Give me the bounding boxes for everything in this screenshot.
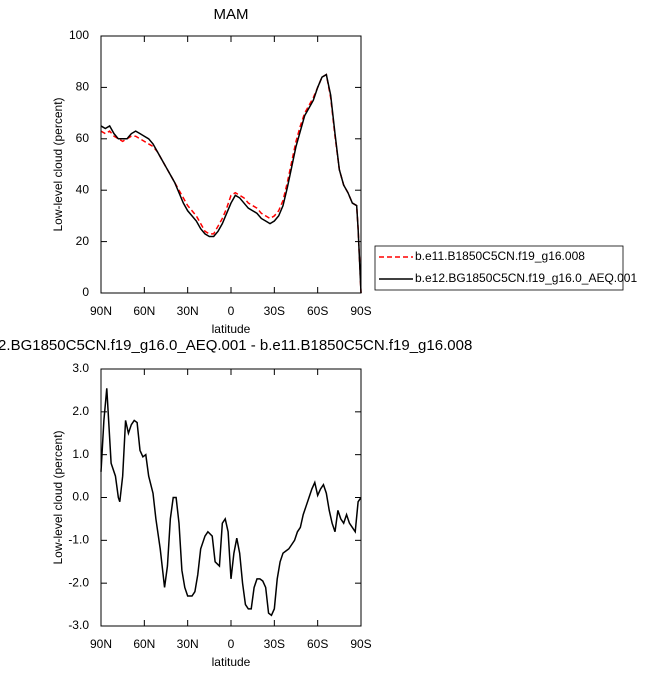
data-line [100, 73, 362, 294]
legend-label: b.e12.BG1850C5CN.f19_g16.0_AEQ.001 [415, 271, 637, 285]
x-axis-label: latitude [212, 655, 251, 669]
x-tick-label: 60S [307, 304, 328, 318]
y-tick-label: -3.0 [68, 618, 89, 632]
y-tick-label: 0.0 [72, 490, 89, 504]
y-axis-label: Low-level cloud (percent) [51, 97, 65, 231]
y-tick-label: 20 [76, 234, 90, 248]
x-axis-label: latitude [212, 322, 251, 336]
legend-box [374, 245, 624, 291]
y-tick-label: 0 [82, 285, 89, 299]
x-tick-label: 30S [264, 637, 285, 651]
data-line [100, 388, 362, 617]
x-tick-label: 90N [90, 304, 112, 318]
y-tick-label: 40 [76, 182, 90, 196]
y-tick-label: 100 [69, 28, 89, 42]
x-tick-label: 90S [350, 304, 371, 318]
plot-frame [100, 368, 362, 627]
y-tick-label: 60 [76, 131, 90, 145]
y-tick-label: 80 [76, 80, 90, 94]
legend-label: b.e11.B1850C5CN.f19_g16.008 [415, 249, 585, 263]
y-axis-label: Low-level cloud (percent) [51, 430, 65, 564]
y-tick-label: -1.0 [68, 533, 89, 547]
x-tick-label: 0 [228, 304, 235, 318]
x-tick-label: 60N [133, 637, 155, 651]
y-tick-label: 3.0 [72, 361, 89, 375]
x-tick-label: 30N [177, 637, 199, 651]
data-line [100, 73, 362, 294]
chart-title: MAM [214, 6, 249, 23]
x-tick-label: 60N [133, 304, 155, 318]
x-tick-label: 90N [90, 637, 112, 651]
x-tick-label: 30N [177, 304, 199, 318]
x-tick-label: 60S [307, 637, 328, 651]
y-tick-label: 1.0 [72, 447, 89, 461]
x-tick-label: 30S [264, 304, 285, 318]
x-tick-label: 0 [228, 637, 235, 651]
chart-title: 12.BG1850C5CN.f19_g16.0_AEQ.001 - b.e11.… [0, 337, 472, 354]
y-tick-label: 2.0 [72, 404, 89, 418]
plot-frame [100, 35, 362, 294]
y-tick-label: -2.0 [68, 575, 89, 589]
x-tick-label: 90S [350, 637, 371, 651]
